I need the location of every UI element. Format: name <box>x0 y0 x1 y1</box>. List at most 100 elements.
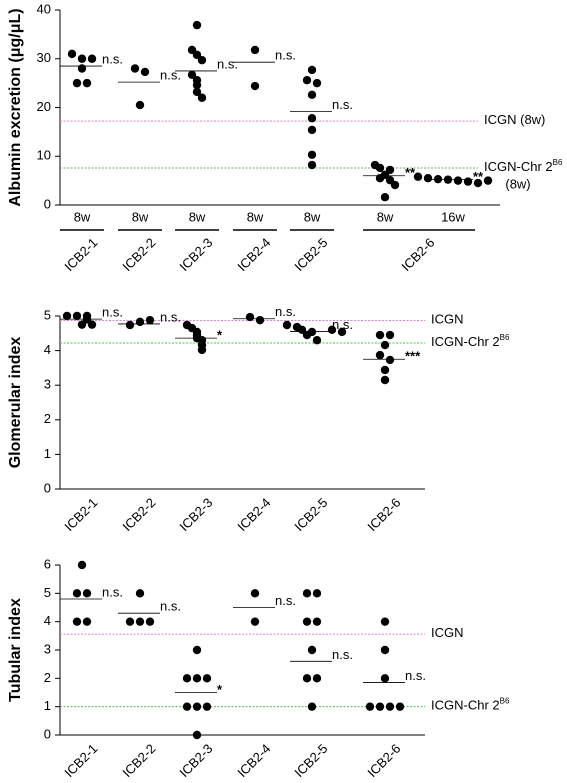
data-point <box>135 589 145 598</box>
data-point <box>433 174 443 184</box>
data-point <box>82 78 92 88</box>
data-point <box>130 64 140 73</box>
reference-note: (8w) <box>505 176 530 191</box>
data-point <box>380 617 390 626</box>
significance-label: n.s. <box>332 647 353 662</box>
x-tick-label: ICB2-5 <box>291 495 330 534</box>
significance-label: n.s. <box>275 593 296 608</box>
significance-label: ** <box>405 165 416 180</box>
y-tick-label: 0 <box>44 480 51 495</box>
data-point <box>197 56 207 65</box>
x-sublabel: 8w <box>304 209 321 224</box>
data-point <box>385 355 395 365</box>
data-point <box>77 64 87 73</box>
x-tick-label: ICB2-3 <box>176 235 215 274</box>
significance-label: n.s. <box>102 52 123 67</box>
y-tick-label: 1 <box>44 446 51 461</box>
y-tick-label: 5 <box>44 307 51 322</box>
data-point <box>245 312 255 322</box>
x-tick-label: ICB2-6 <box>364 741 403 780</box>
x-tick-label: ICB2-1 <box>61 235 100 274</box>
significance-label: n.s. <box>160 599 181 614</box>
reference-label: ICGN <box>431 312 464 327</box>
data-point <box>135 317 145 327</box>
y-axis-label: Albumin excretion (μg/μL) <box>7 8 24 206</box>
reference-label: ICGN (8w) <box>484 113 545 128</box>
data-point <box>197 93 207 102</box>
data-point <box>250 617 260 626</box>
reference-label-text: ICGN-Chr 2 <box>484 159 553 174</box>
significance-label: n.s. <box>217 56 238 71</box>
data-point <box>312 589 322 598</box>
data-point <box>483 176 493 185</box>
x-tick-label: ICB2-6 <box>364 495 403 534</box>
data-point <box>307 702 317 711</box>
data-point <box>72 311 82 321</box>
significance-label: * <box>217 328 223 343</box>
data-point <box>312 617 322 626</box>
significance-label: n.s. <box>102 305 123 320</box>
y-tick-label: 30 <box>37 50 51 65</box>
data-point <box>307 150 317 159</box>
significance-label: * <box>217 682 223 697</box>
data-point <box>192 87 202 97</box>
data-point <box>135 617 145 626</box>
reference-label: ICGN-Chr 2B6 <box>431 333 510 349</box>
significance-label: n.s. <box>160 309 181 324</box>
data-point <box>250 81 260 91</box>
x-tick-label: ICB2-2 <box>119 495 158 534</box>
data-point <box>385 330 395 340</box>
reference-label-text: ICGN <box>431 626 464 641</box>
significance-label: n.s. <box>332 317 353 332</box>
significance-label: n.s. <box>275 304 296 319</box>
data-point <box>82 589 92 598</box>
x-tick-label: ICB2-5 <box>291 235 330 274</box>
data-point <box>375 173 385 183</box>
y-tick-label: 4 <box>44 613 51 628</box>
data-point <box>192 730 202 740</box>
data-point <box>375 163 385 173</box>
reference-label: ICGN-Chr 2B6 <box>431 697 510 713</box>
data-point <box>72 589 82 598</box>
data-point <box>197 345 207 355</box>
y-tick-label: 6 <box>44 556 51 571</box>
y-tick-label: 3 <box>44 377 51 392</box>
data-point <box>423 173 433 183</box>
y-tick-label: 2 <box>44 670 51 685</box>
data-point <box>145 315 155 325</box>
significance-label: n.s. <box>160 68 181 83</box>
y-tick-label: 0 <box>44 726 51 741</box>
data-point <box>77 54 87 63</box>
reference-label-text: ICGN <box>431 312 464 327</box>
data-point <box>380 365 390 375</box>
data-point <box>182 702 192 711</box>
data-point <box>307 90 317 100</box>
y-tick-label: 2 <box>44 411 51 426</box>
data-point <box>302 674 312 683</box>
data-point <box>125 617 135 626</box>
x-sublabel: 8w <box>247 209 264 224</box>
y-tick-label: 5 <box>44 585 51 600</box>
data-point <box>67 49 77 59</box>
data-point <box>192 645 202 655</box>
x-sublabel: 8w <box>74 209 91 224</box>
data-point <box>337 327 347 337</box>
data-point <box>140 67 150 77</box>
data-point <box>202 674 212 683</box>
data-point <box>365 702 375 711</box>
significance-label: n.s. <box>332 97 353 112</box>
data-point <box>87 54 97 63</box>
data-point <box>380 193 390 202</box>
data-point <box>380 375 390 385</box>
x-sublabel: 8w <box>132 209 149 224</box>
data-point <box>255 315 265 325</box>
data-point <box>192 674 202 683</box>
x-tick-label: ICB2-3 <box>176 741 215 780</box>
data-point <box>87 320 97 329</box>
reference-label-sup: B6 <box>500 333 510 342</box>
data-point <box>380 674 390 683</box>
x-tick-label: ICB2-6 <box>398 235 437 274</box>
data-point <box>77 560 87 570</box>
x-sublabel: 16w <box>441 209 465 224</box>
